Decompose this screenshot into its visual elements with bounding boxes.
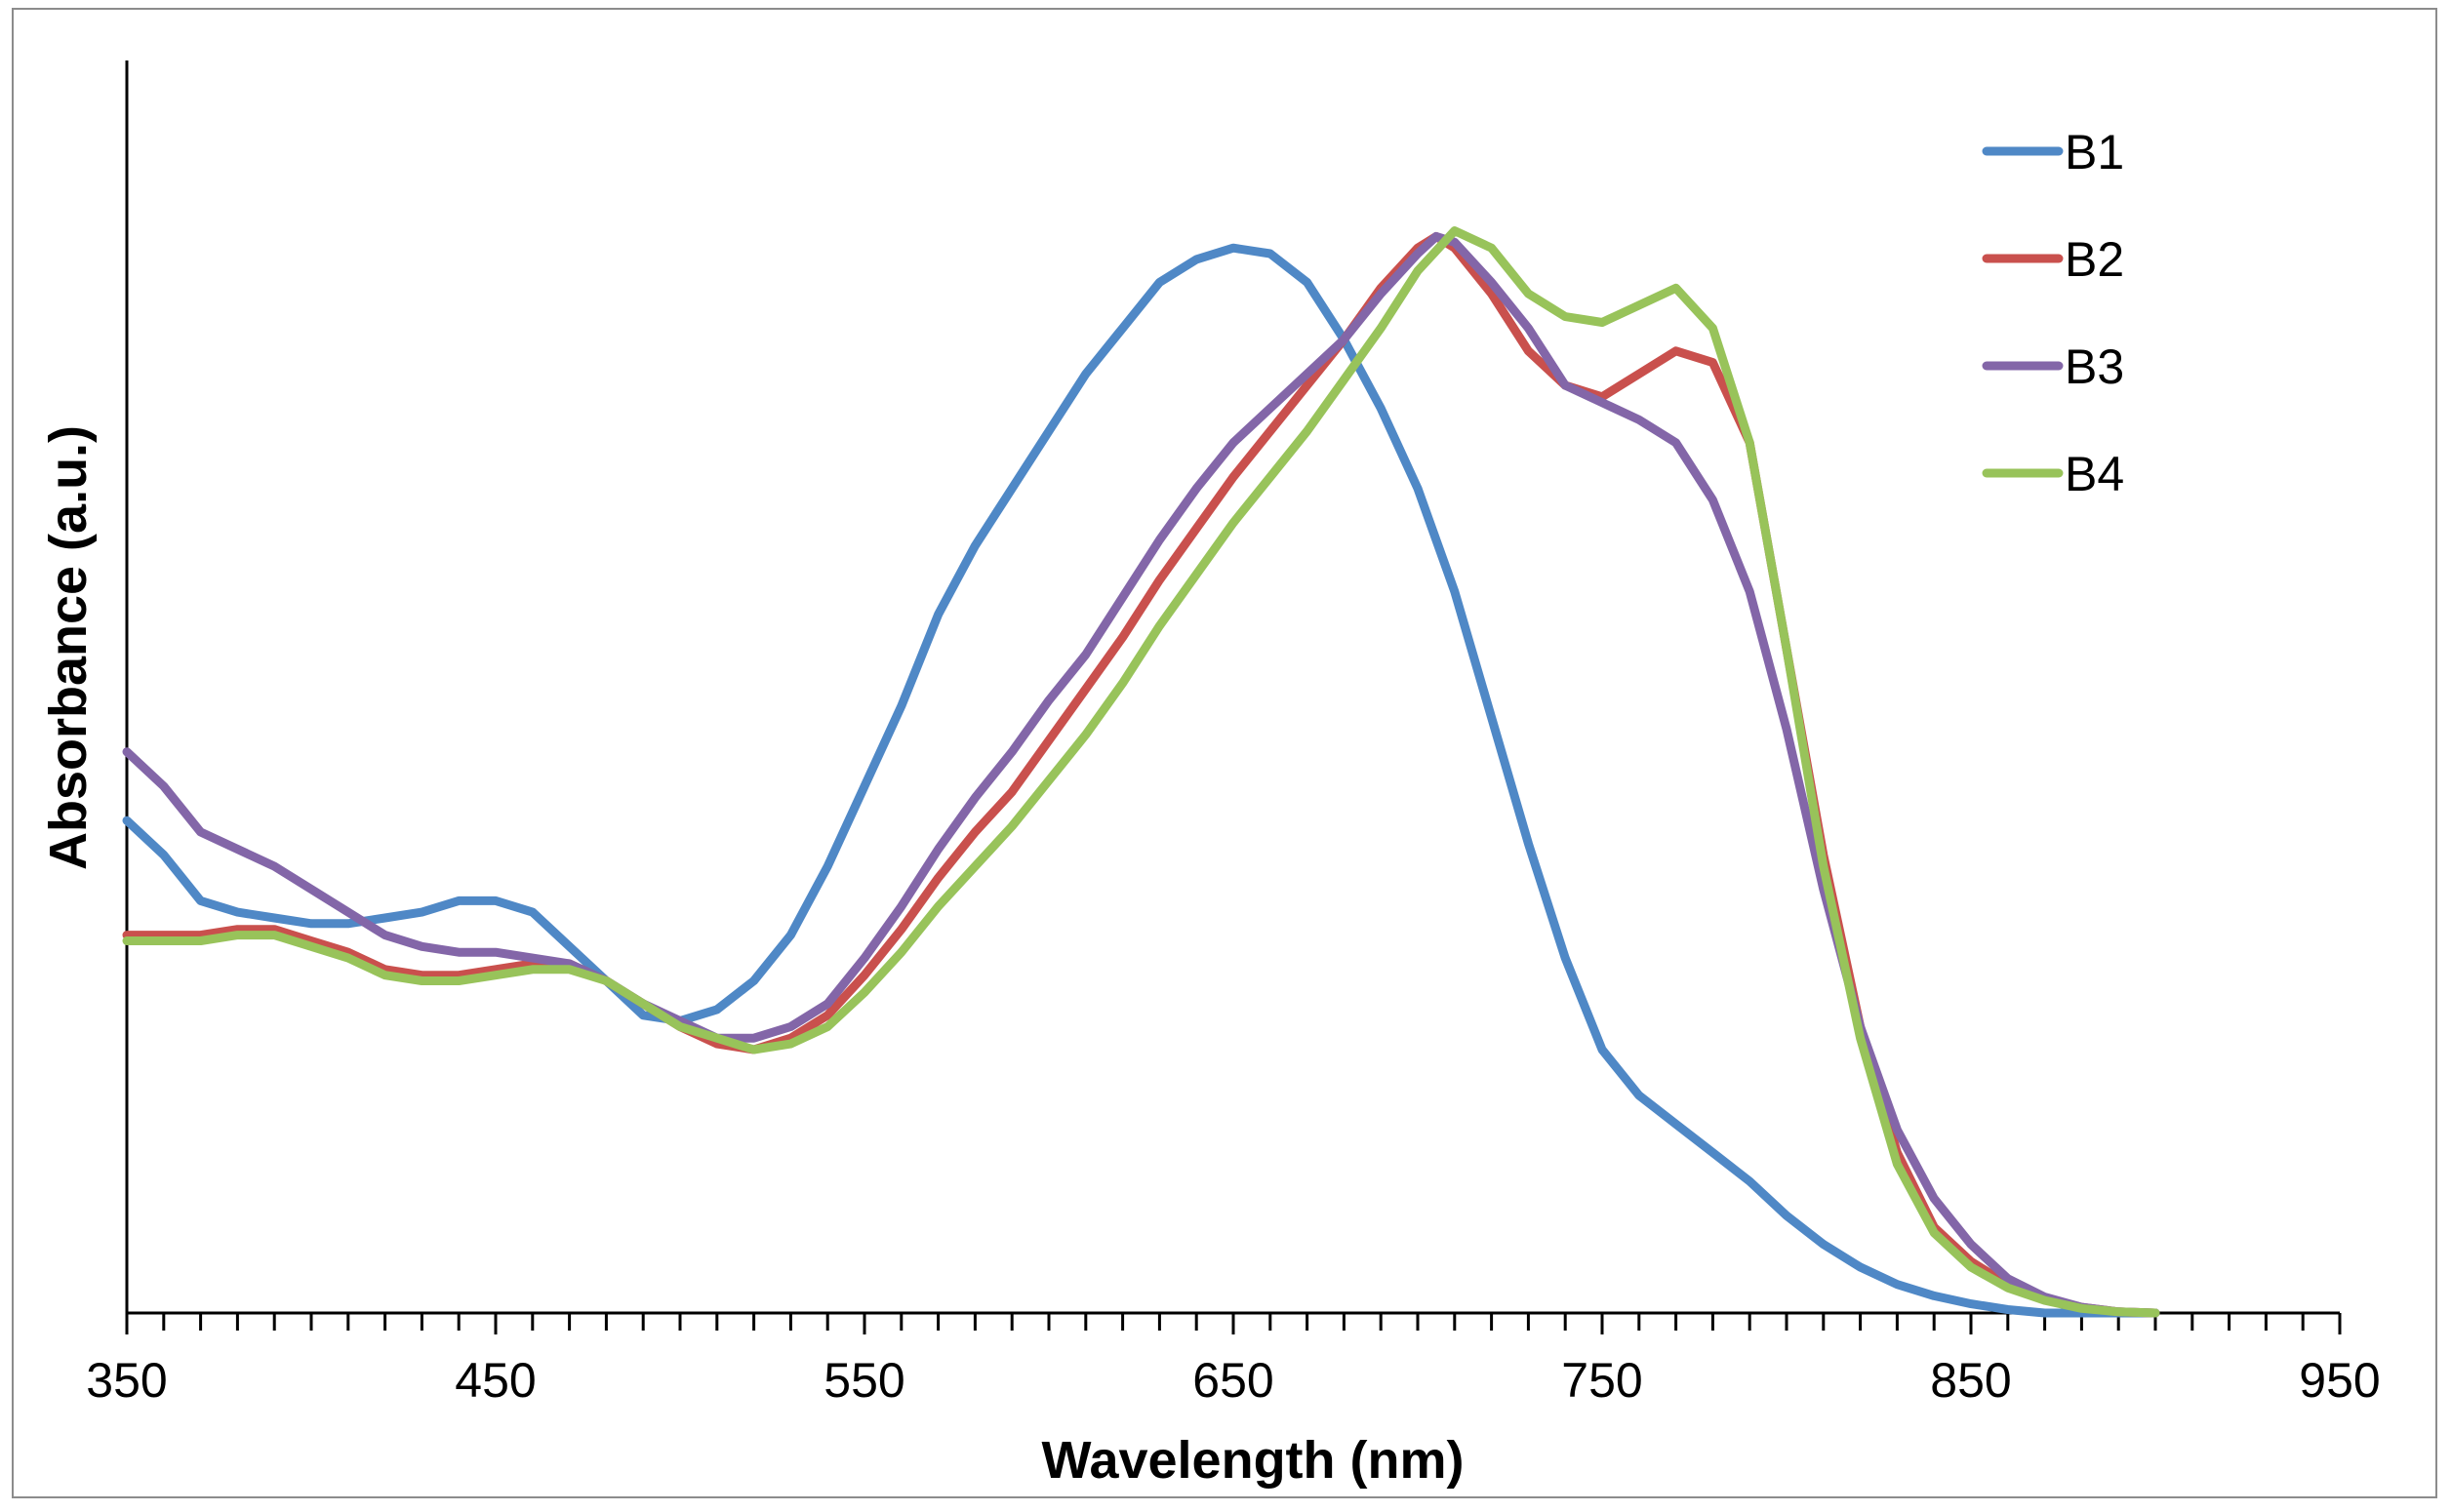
x-tick-label: 850 xyxy=(1930,1353,2011,1408)
x-tick-label: 950 xyxy=(2299,1353,2380,1408)
legend-label-b1: B1 xyxy=(2065,125,2124,179)
legend-label-b2: B2 xyxy=(2065,232,2124,287)
series-line-b1 xyxy=(122,243,2160,1318)
x-tick-label: 750 xyxy=(1561,1353,1642,1408)
x-tick-labels: 350 450 550 650 750 850 950 xyxy=(86,1353,2380,1408)
y-axis-title: Absorbance (a.u.) xyxy=(39,425,98,870)
series-lines xyxy=(122,226,2160,1318)
x-tick-label: 350 xyxy=(86,1353,167,1408)
x-tick-label: 550 xyxy=(824,1353,904,1408)
x-tick-label: 450 xyxy=(455,1353,536,1408)
legend: B1 B2 B3 B4 xyxy=(1982,125,2124,501)
series-line-b4 xyxy=(122,226,2160,1318)
axes xyxy=(125,60,2342,1334)
x-tick-label: 650 xyxy=(1192,1353,1273,1408)
series-line-b3 xyxy=(122,231,2160,1318)
x-axis-title: Wavelength (nm) xyxy=(1041,1431,1464,1490)
legend-label-b4: B4 xyxy=(2065,447,2124,501)
legend-label-b3: B3 xyxy=(2065,339,2124,394)
series-line-b2 xyxy=(122,231,2160,1318)
